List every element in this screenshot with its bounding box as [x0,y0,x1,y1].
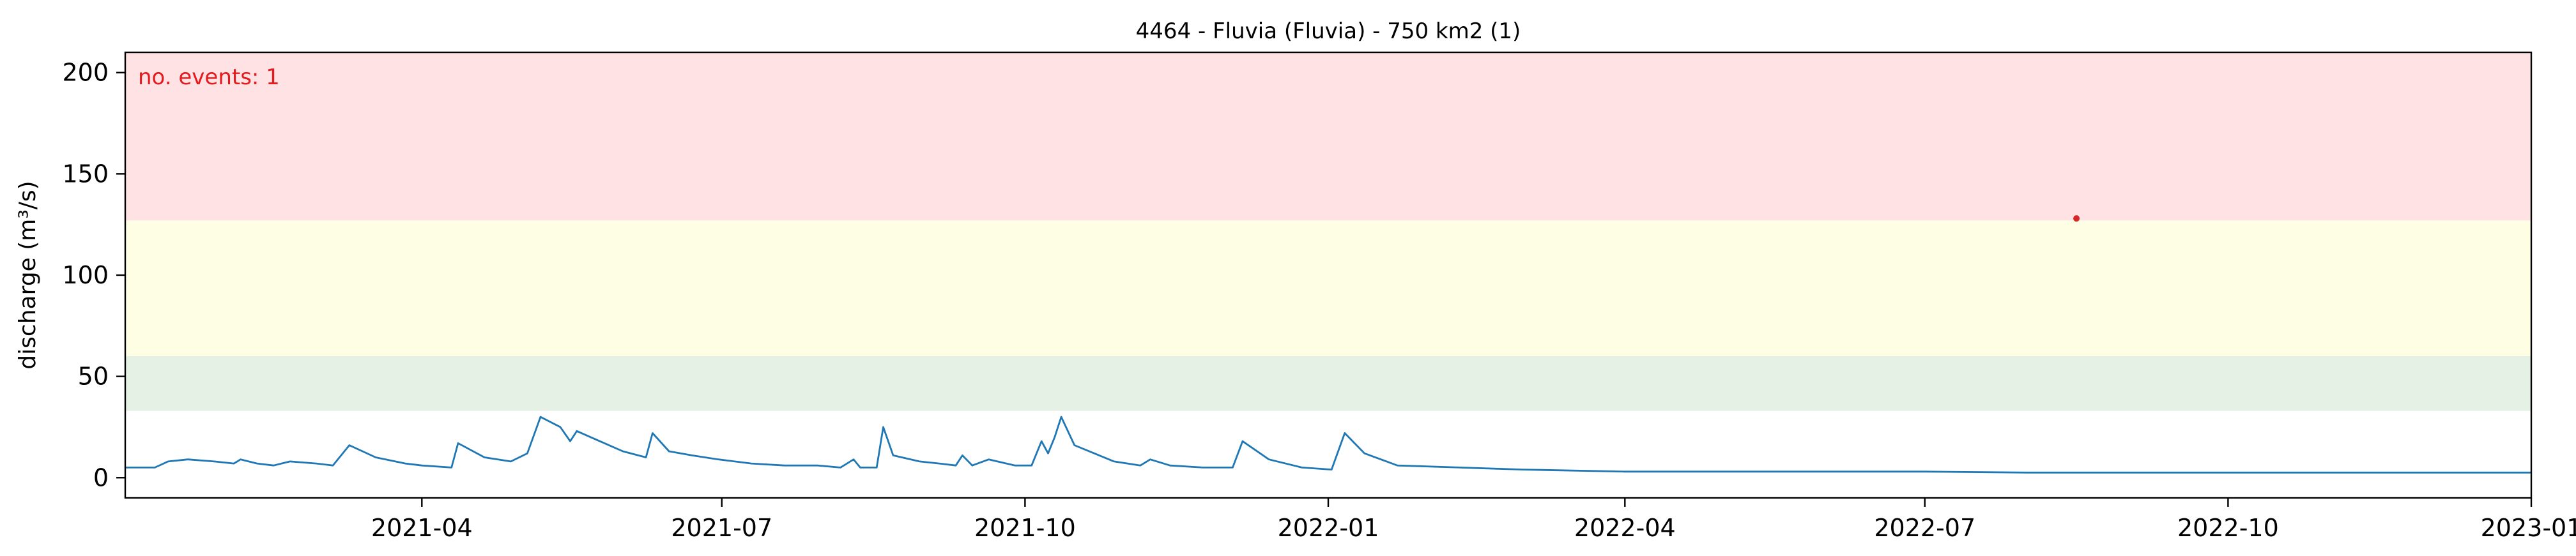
y-tick-label: 150 [62,160,109,188]
threshold-band-3 [125,52,2531,221]
y-tick-label: 100 [62,261,109,289]
axes-layer: 0 50 100 150 200 2021-04 2021-07 2021-10 2022-01… [62,59,2576,542]
y-axis-label: discharge (m³/s) [15,181,41,369]
x-tick-label: 2023-01 [2481,514,2576,542]
event-marker [2073,215,2080,222]
x-tick-label: 2022-10 [2177,514,2279,542]
discharge-series-line-1 [125,416,2531,474]
threshold-band-1 [125,356,2531,411]
event-count-annotation: no. events: 1 [138,64,280,90]
series-layer [125,416,2531,474]
threshold-band-2 [125,220,2531,356]
x-tick-label: 2021-07 [671,514,772,542]
x-tick-label: 2022-07 [1874,514,1975,542]
x-tick-label: 2021-10 [974,514,1076,542]
y-tick-label: 200 [62,59,109,87]
x-tick-label: 2022-04 [1574,514,1676,542]
plot-frame [124,51,2533,499]
chart-title: 4464 - Fluvia (Fluvia) - 750 km2 (1) [1136,19,1521,44]
y-tick-label: 50 [78,363,109,391]
x-tick-label: 2022-01 [1278,514,1379,542]
event-markers [2073,215,2080,222]
y-tick-label: 0 [93,463,109,492]
threshold-bands [125,52,2531,411]
x-tick-label: 2021-04 [371,514,473,542]
